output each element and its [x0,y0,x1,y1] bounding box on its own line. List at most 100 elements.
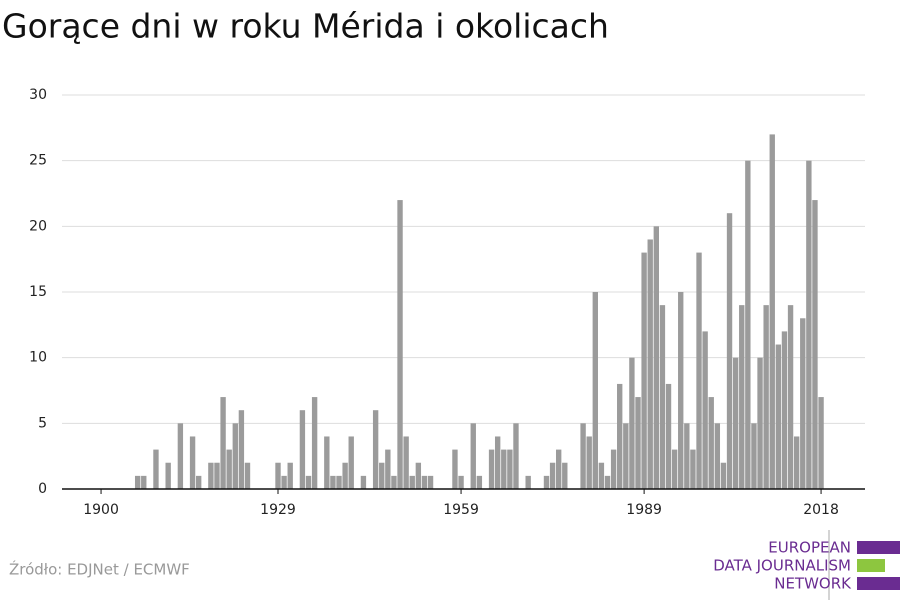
bar [220,397,226,489]
bar [391,475,397,489]
bar [793,436,800,489]
bar [379,462,385,489]
bar [690,449,696,489]
bar [543,475,550,489]
bar [324,436,330,489]
bar [195,475,202,489]
logo-bar [857,559,885,572]
x-tick-label: 1959 [443,502,479,518]
logo-text: NETWORK [774,575,852,593]
bar [494,436,501,489]
bar [708,397,714,489]
bar [684,423,690,489]
bar [177,423,184,489]
bar [336,475,342,489]
bar [775,344,782,489]
x-tick-label: 1900 [83,502,119,518]
bar [800,318,806,489]
bar [745,160,751,489]
bar [513,423,519,489]
bar [214,462,220,489]
bar [311,397,318,489]
bar [415,462,422,489]
bar [232,423,238,489]
bar [360,475,367,489]
bar [629,357,635,489]
bar [763,305,769,489]
bar [732,357,739,489]
logo-bar [857,577,900,590]
bar [671,449,678,489]
bar [403,436,409,489]
y-tick-label: 10 [29,350,47,366]
bar [623,423,629,489]
bar [488,449,495,489]
bar [134,475,141,489]
bar [757,357,763,489]
bar [818,397,824,489]
x-tick-label: 2018 [803,502,839,518]
bar [610,449,617,489]
bar [141,475,147,489]
bar [592,292,598,489]
bar [153,449,159,489]
bar [189,436,196,489]
bar [208,462,214,489]
bar [281,475,287,489]
bar [385,449,391,489]
logo-text: DATA JOURNALISM [713,557,851,575]
bar [659,305,666,489]
bar [342,462,348,489]
bar [452,449,458,489]
y-tick-label: 25 [29,153,47,169]
bar [647,239,653,489]
bar [397,200,403,490]
bar [781,331,788,489]
bar [275,462,281,489]
bar [635,397,641,489]
logo-text: EUROPEAN [768,539,851,557]
y-tick-label: 20 [29,218,47,234]
bar [806,160,812,489]
bar [696,252,702,489]
bar [562,462,568,489]
bar [586,436,592,489]
bar [787,305,794,489]
bar [348,436,354,489]
bar [421,475,428,489]
bar [678,292,684,489]
bar [580,423,586,489]
bar [556,449,562,489]
bar [287,462,293,489]
bar [458,475,464,489]
bar [739,305,745,489]
bar [641,252,647,489]
bar [720,462,727,489]
bar [702,331,708,489]
bar [501,449,507,489]
bar [226,449,232,489]
bar [549,462,556,489]
bar [507,449,513,489]
bar [305,475,312,489]
bar [653,226,660,490]
bar [665,383,672,489]
bar [244,462,251,489]
bar [299,410,306,489]
bar [427,475,434,489]
y-tick-label: 5 [38,415,47,431]
bar [330,475,336,489]
source: Źródło: EDJNet / ECMWF [9,560,190,579]
bar [525,475,531,489]
chart-title: Gorące dni w roku Mérida i okolicach [2,7,609,46]
bar [598,462,605,489]
bar [470,423,476,489]
y-tick-label: 15 [29,284,47,300]
bar [165,462,171,489]
bar [714,423,721,489]
bar [812,200,818,490]
x-tick-label: 1989 [626,502,662,518]
bar [476,475,483,489]
bar [751,423,757,489]
